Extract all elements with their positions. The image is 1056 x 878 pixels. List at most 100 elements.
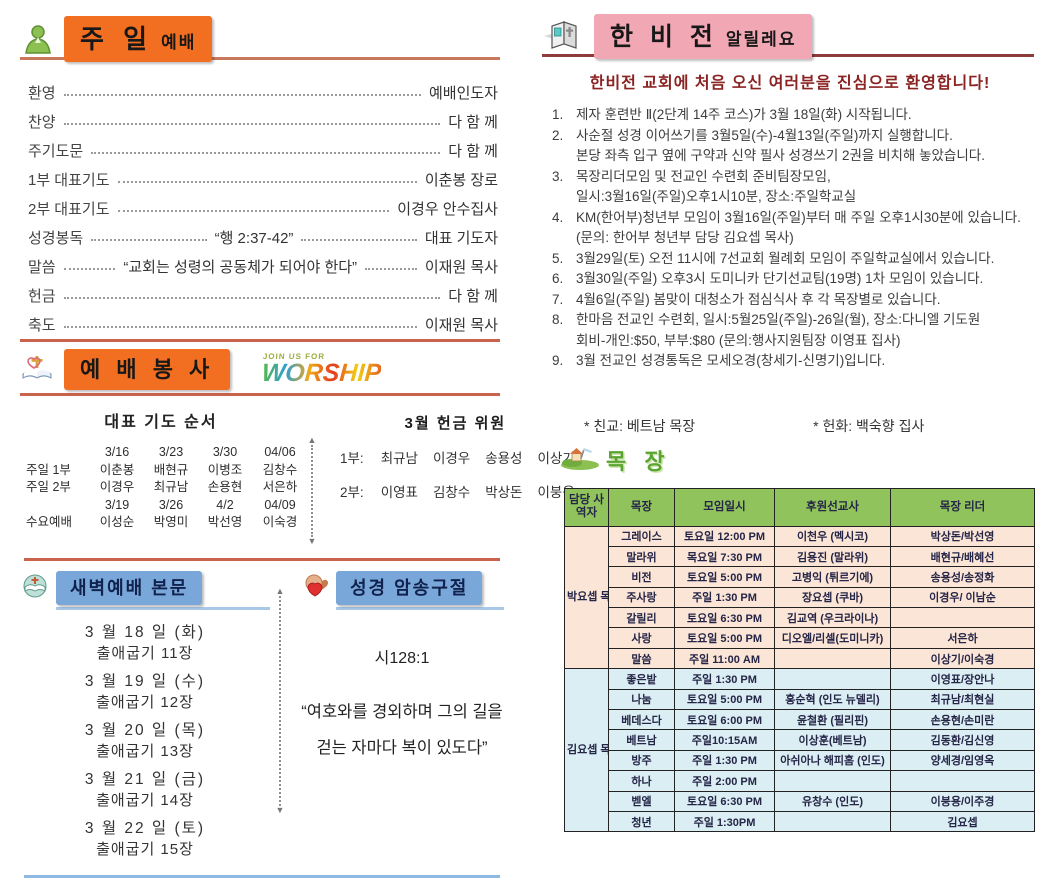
col-header: 후원선교사: [774, 487, 891, 527]
col-header: 목장 리더: [890, 487, 1035, 527]
mokjang-table: 담당 사역자 목장 모임일시 후원선교사 목장 리더 박요셉 목사그레이스토요일…: [564, 487, 1035, 833]
announcement-item: 6. 3월30일(주일) 오후3시 도미니카 단기선교팀(19명) 1차 모임이 …: [552, 271, 984, 286]
offering-name: 송용성: [485, 451, 523, 466]
prayer-name: 김창수: [262, 462, 298, 477]
prayer-date: 3/16: [104, 445, 130, 459]
header-underline: [336, 607, 504, 610]
section-title-main: 예 배 봉 사: [80, 357, 215, 382]
dawn-reading: 3 월 22 일 (토) 출애굽기 15장: [84, 820, 206, 858]
heart-person-icon: [300, 573, 330, 604]
col-header: 모임일시: [674, 487, 775, 527]
open-bible-cross-icon: [20, 352, 54, 387]
announcements-list: 1. 제자 훈련반 Ⅱ(2단계 14주 코스)가 3월 18일(화) 시작됩니다.…: [552, 105, 1036, 372]
dawn-reading: 3 월 19 일 (수) 출애굽기 12장: [84, 673, 206, 711]
dawn-reading: 3 월 18 일 (화) 출애굽기 11장: [84, 624, 206, 662]
table-row: 베트남 주일10:15AM 이상훈(베트남) 김동환/김신영: [565, 729, 1035, 751]
memory-verse-block: 성경 암송구절 시128:1 “여호와를 경외하며 그의 길을 걷는 자마다 복…: [290, 571, 504, 867]
dotted-leader: [117, 209, 390, 212]
table-row: 사랑 토요일 5:00 PM 디오엘/리셀(도미니카) 서은하: [565, 627, 1035, 649]
dotted-leader: [63, 93, 421, 96]
prayer-order-table: 3/16 3/23 3/30 04/06 주일 1부 이춘봉 배현규 이병조 김…: [26, 444, 302, 532]
dotted-leader: [63, 296, 441, 299]
announcement-item: 9. 3월 전교인 성경통독은 모세오경(창세기-신명기)입니다.: [552, 353, 886, 368]
pastor-cell: 박요셉 목사: [564, 525, 609, 670]
arrow-down-icon: [276, 806, 285, 815]
bottom-section: 새벽예배 본문 3 월 18 일 (화) 출애굽기 11장 3 월 19 일 (수…: [20, 571, 504, 867]
dotted-leader: [63, 122, 441, 125]
welcome-message: 한비전 교회에 처음 오신 여러분을 진심으로 환영합니다!: [589, 75, 991, 92]
dotted-leader: [63, 267, 116, 270]
offering-name: 이영표: [380, 485, 418, 500]
announcement-item: 3. 목장리더모임 및 전교인 수련회 준비팀장모임, 일시:3월16일(주일)오후…: [552, 168, 857, 205]
order-row: 환영 예배인도자: [28, 85, 498, 102]
section-title-sub: 알릴레요: [725, 30, 797, 49]
table-row: 하나 주일 2:00 PM: [565, 770, 1035, 792]
prayer-order-block: 대표 기도 순서 3/16 3/23 3/30 04/06 주일 1부 이춘봉 …: [20, 408, 302, 546]
prayer-name: 최규남: [153, 480, 189, 494]
prayer-name: 서은하: [262, 480, 298, 494]
order-row: 성경봉독 “행 2:37-42” 대표 기도자: [28, 230, 498, 247]
praying-person-icon: [20, 23, 56, 62]
section-title-box: 예 배 봉 사: [64, 349, 231, 390]
table-row: 벧엘 토요일 6:30 PM 유창수 (인도) 이붕용/이주경: [565, 790, 1035, 812]
announcement-item: 1. 제자 훈련반 Ⅱ(2단계 14주 코스)가 3월 18일(화) 시작됩니다.: [552, 107, 912, 122]
offering-committee-block: 3월 헌금 위원 1부: 최규남 이경우 송용성 이상기 2부: 이영표 김창수…: [322, 408, 575, 546]
section-title-main: 주 일: [80, 24, 154, 54]
table-row: 비전 토요일 5:00 PM 고병익 (튀르기에) 송용성/송정화: [565, 566, 1035, 588]
order-row: 주기도문 다 함 께: [28, 143, 498, 160]
section-title-box: 성경 암송구절: [336, 571, 483, 605]
verse-line: 걷는 자마다 복이 있도다”: [316, 739, 488, 757]
table-header-row: 담당 사역자 목장 모임일시 후원선교사 목장 리더: [564, 487, 1035, 527]
section-title-sub: 예배: [161, 33, 197, 52]
section-title-box: 새벽예배 본문: [56, 571, 203, 605]
bulletin-left-page: 주 일 예배 환영 예배인도자 찬양 다 함 께 주기도문 다 함 께 1부 대표기도…: [0, 0, 575, 878]
dotted-line: [311, 445, 313, 537]
open-book-news-icon: [542, 14, 586, 59]
dotted-leader: [91, 151, 441, 154]
sunday-worship-header: 주 일 예배: [20, 16, 504, 62]
table-row: 말씀 주일 11:00 AM 이상기/이숙경: [565, 647, 1035, 670]
prayer-date: 3/30: [212, 445, 238, 459]
col-header: 담당 사역자: [564, 487, 609, 527]
offering-name: 최규남: [380, 451, 418, 466]
prayer-date: 04/06: [264, 445, 296, 459]
prayer-order-title: 대표 기도 순서: [104, 414, 218, 431]
bulletin-right-page: 한 비 전 알릴레요 한비전 교회에 처음 오신 여러분을 진심으로 환영합니다…: [528, 0, 1056, 833]
offering-title: 3월 헌금 위원: [404, 415, 507, 432]
prayer-date: 3/26: [158, 497, 184, 512]
dotted-line: [279, 596, 281, 806]
worship-order-list: 환영 예배인도자 찬양 다 함 께 주기도문 다 함 께 1부 대표기도 이춘봉 장로 …: [28, 78, 498, 339]
verse-reference: 시128:1: [374, 650, 430, 667]
village-grass-icon: [560, 444, 600, 475]
vertical-arrow-divider: [270, 587, 290, 815]
col-header: 목장: [608, 487, 675, 527]
order-row: 말씀 “교회는 성령의 공동체가 되어야 한다” 이재원 목사: [28, 259, 499, 276]
prayer-name: 이춘봉: [99, 462, 135, 477]
prayer-cell: [26, 497, 90, 515]
section-title-main: 성경 암송구절: [350, 578, 469, 598]
dotted-leader: [91, 238, 207, 241]
prayer-name: 이숙경: [262, 515, 298, 529]
dawn-readings-list: 3 월 18 일 (화) 출애굽기 11장 3 월 19 일 (수) 출애굽기 12…: [20, 622, 270, 860]
prayer-name: 박선영: [207, 515, 243, 529]
prayer-date: 3/19: [104, 497, 130, 512]
verse-line: “여호와를 경외하며 그의 길을: [301, 703, 503, 721]
order-row: 헌금 다 함 께: [28, 288, 498, 305]
header-underline: [56, 607, 270, 610]
offering-row-label: 2부:: [340, 485, 364, 500]
prayer-name: 손용현: [207, 480, 243, 494]
fellowship-flower-notes: * 친교: 베트남 목장 * 헌화: 백숙향 집사: [542, 416, 1038, 436]
section-divider: [24, 558, 500, 561]
prayer-row-label: 수요예배: [26, 515, 73, 529]
mokjang-section-title: 목 장: [542, 444, 1038, 476]
order-row: 2부 대표기도 이경우 안수집사: [28, 201, 498, 218]
table-row: 나눔 토요일 5:00 PM 홍순혁 (인도 뉴델리) 최규남/최현실: [565, 688, 1035, 711]
vertical-arrow-divider: [302, 436, 322, 546]
join-us-for-worship-logo: JOIN US FOR WORSHIP: [261, 352, 383, 387]
memory-verse-header: 성경 암송구절: [300, 571, 504, 610]
prayer-cell: [26, 444, 90, 462]
pastor-cell: 김요셉 목사: [564, 668, 609, 833]
announcement-item: 8. 한마음 전교인 수련회, 일시:5월25일(주일)-26일(월), 장소:다…: [552, 312, 981, 348]
